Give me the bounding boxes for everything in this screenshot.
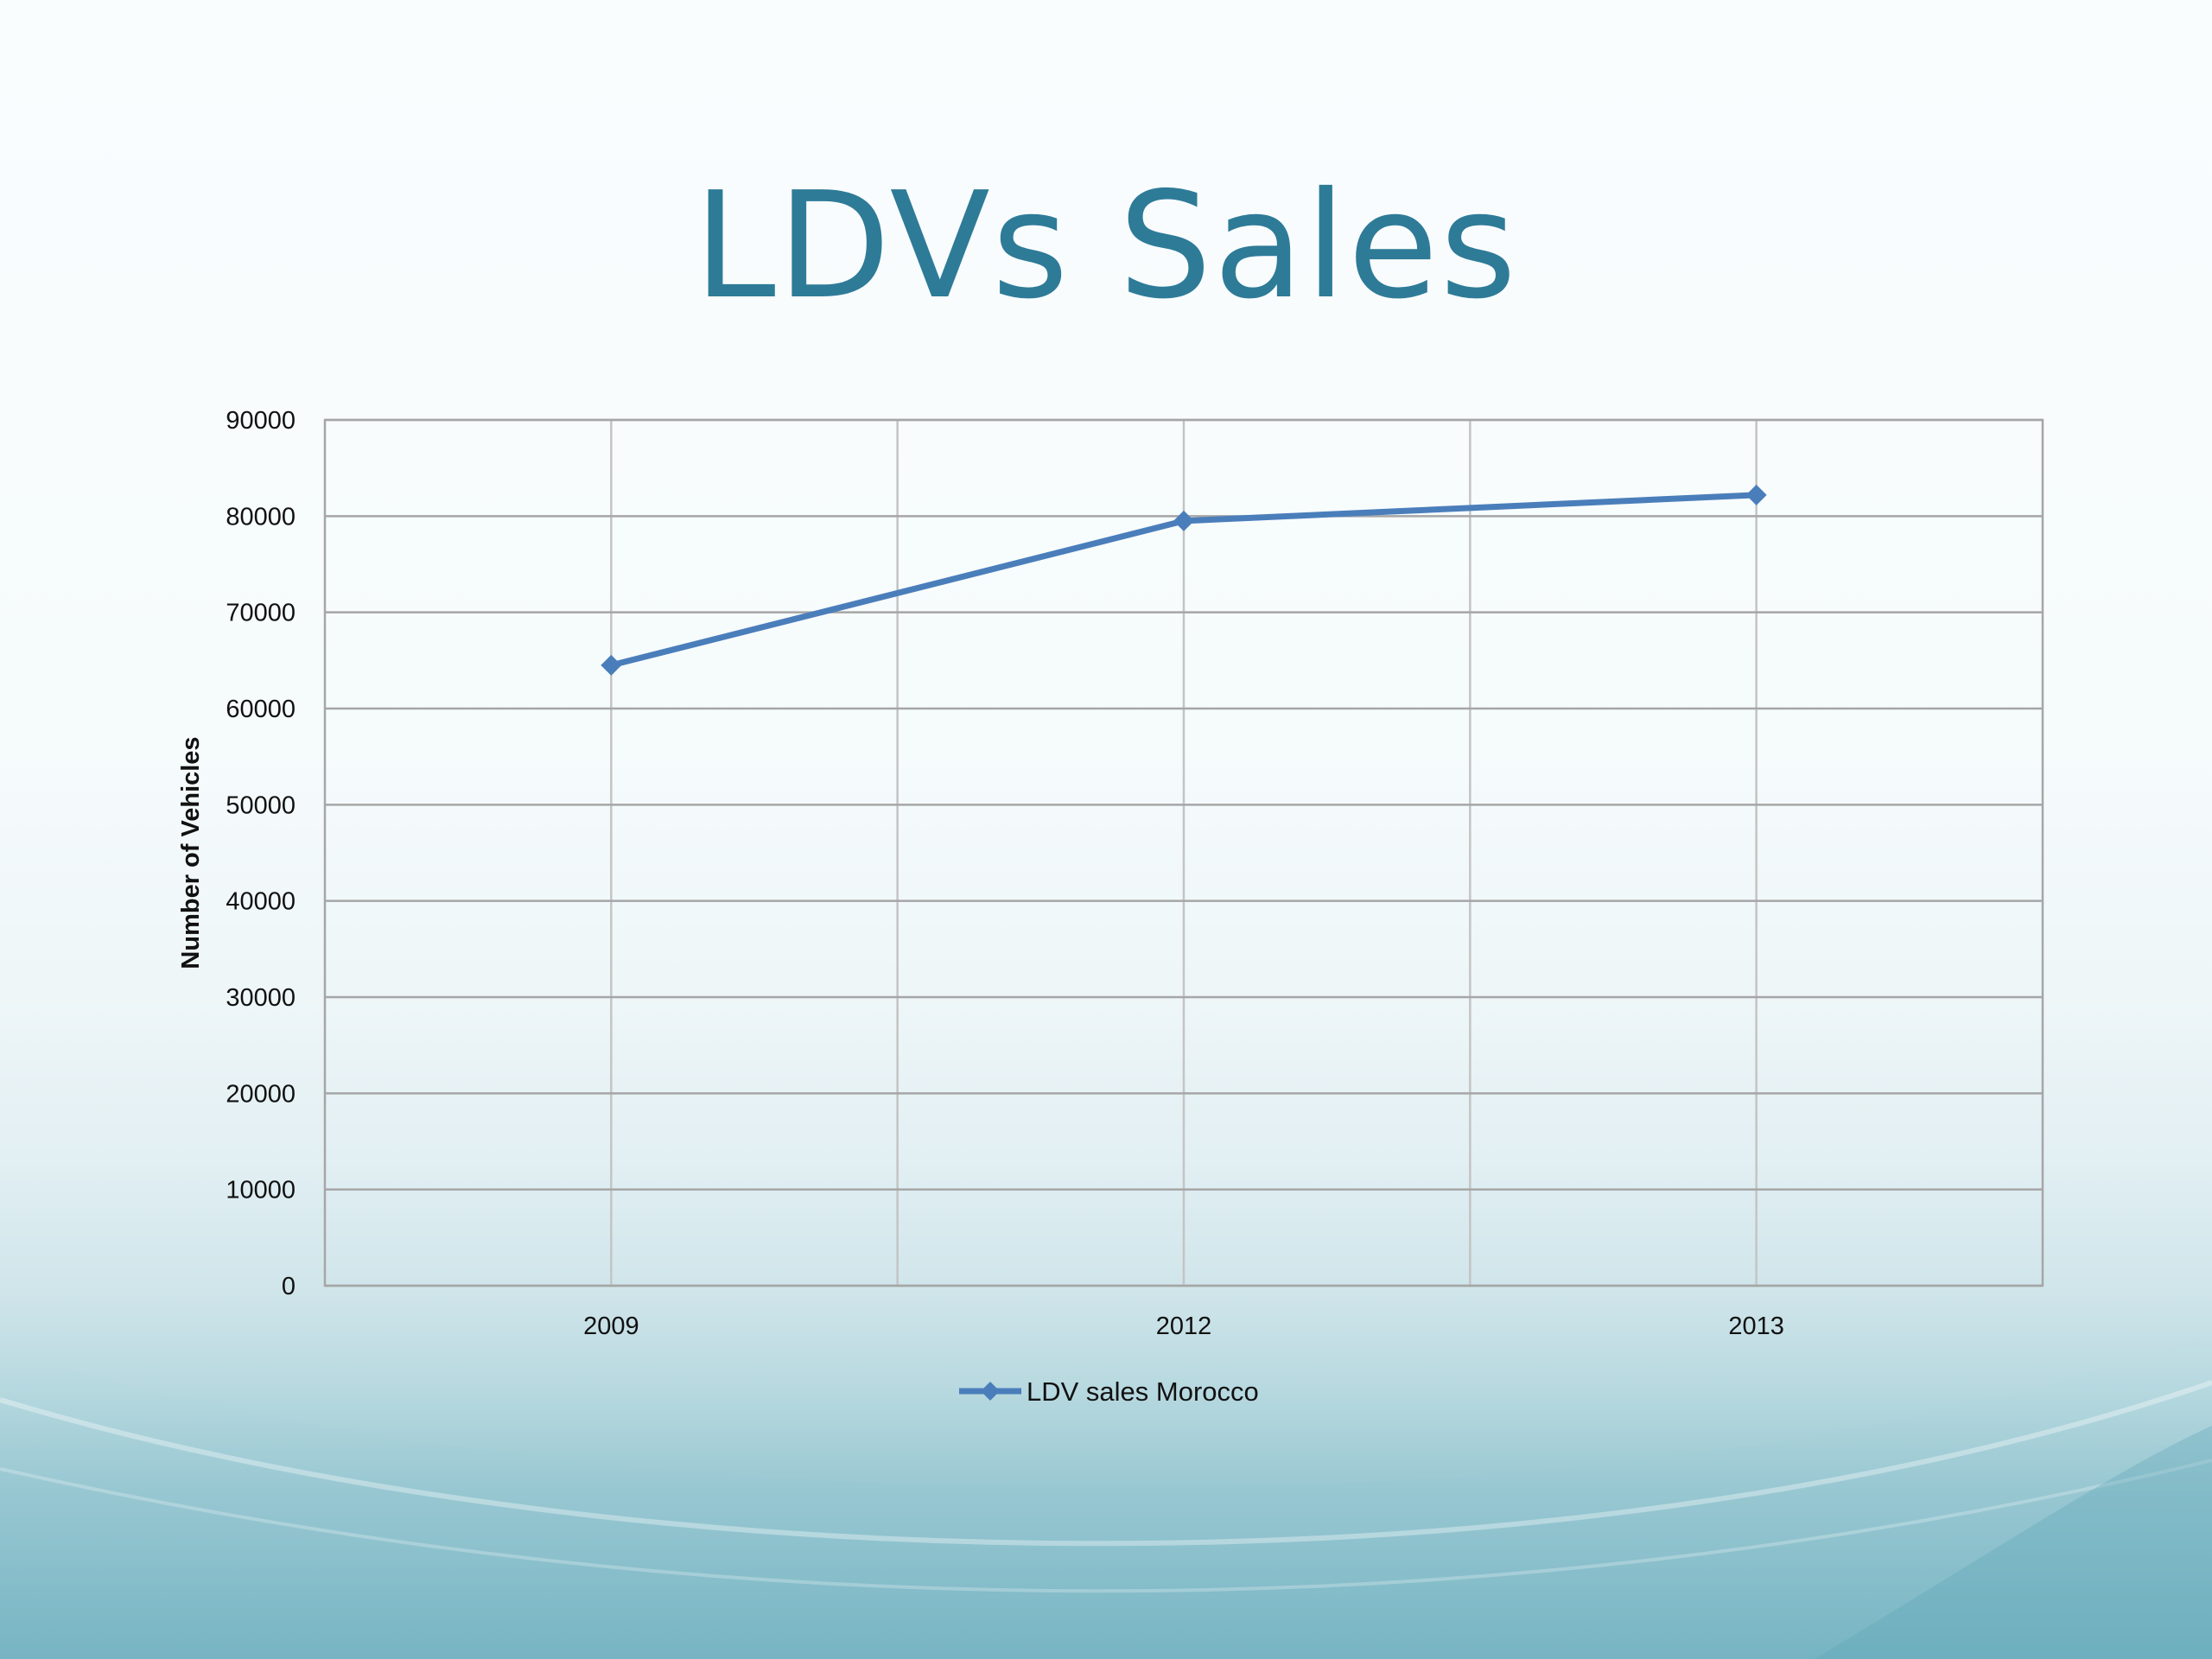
x-tick-label: 2013: [1728, 1313, 1784, 1340]
x-axis-ticks: 2009 2012 2013: [583, 1313, 1784, 1340]
data-point-marker[interactable]: [1745, 484, 1767, 505]
y-tick-label: 60000: [226, 696, 296, 723]
slide-title: LDVs Sales: [693, 161, 1518, 332]
legend-diamond-marker: [981, 1382, 1000, 1401]
y-tick-label: 20000: [226, 1080, 296, 1108]
grid-layer: [323, 418, 2044, 1287]
data-point-marker[interactable]: [601, 654, 622, 676]
y-tick-label: 10000: [226, 1177, 296, 1205]
x-tick-label: 2012: [1156, 1313, 1212, 1340]
y-tick-label: 90000: [226, 407, 296, 435]
legend[interactable]: LDV sales Morocco: [959, 1376, 1259, 1407]
y-tick-label: 40000: [226, 888, 296, 916]
y-axis-title: Number of Vehicles: [177, 736, 205, 969]
x-tick-label: 2009: [583, 1313, 639, 1340]
data-point-marker[interactable]: [1173, 510, 1194, 531]
y-tick-label: 70000: [226, 600, 296, 627]
y-tick-label: 0: [282, 1273, 296, 1300]
y-axis-ticks: 0 10000 20000 30000 40000 50000 60000 70000 8000…: [226, 407, 296, 1300]
series-layer: [601, 484, 1767, 676]
y-tick-label: 80000: [226, 503, 296, 531]
legend-label: LDV sales Morocco: [1027, 1376, 1259, 1407]
y-tick-label: 30000: [226, 984, 296, 1012]
y-tick-label: 50000: [226, 791, 296, 819]
